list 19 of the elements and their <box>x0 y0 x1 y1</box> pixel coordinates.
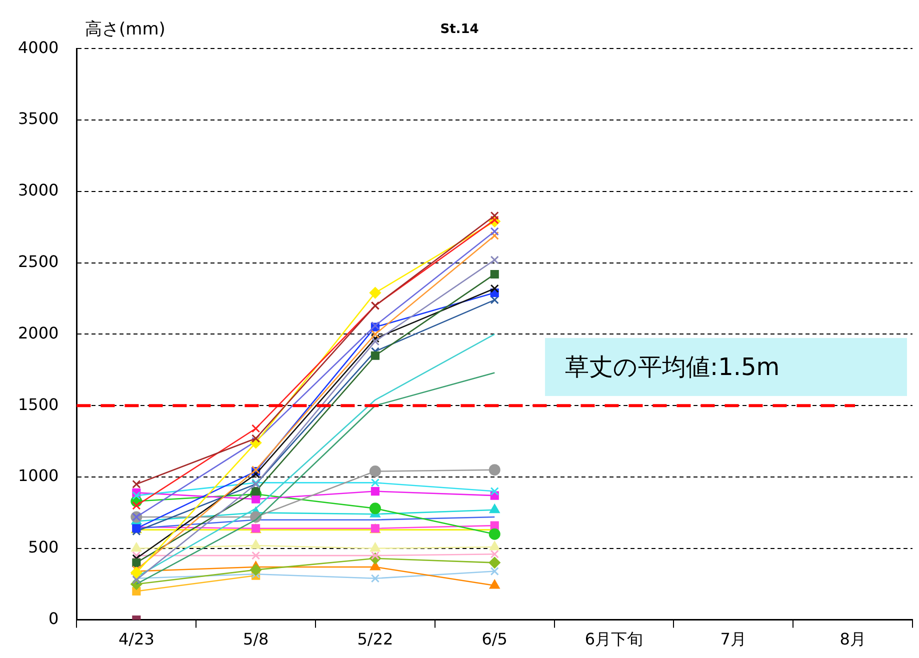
x-tick-label: 4/23 <box>118 630 154 649</box>
y-tick-label: 2500 <box>18 252 59 271</box>
x-tick-label: 6/5 <box>482 630 508 649</box>
x-tick-label: 6月下旬 <box>584 630 644 649</box>
y-tick-label: 2000 <box>18 323 59 342</box>
y-tick-label: 1500 <box>18 394 59 414</box>
y-tick-label: 3000 <box>18 180 59 200</box>
x-tick-label: 5/22 <box>357 630 394 649</box>
y-tick-label: 4000 <box>18 38 59 57</box>
ref-line-label: 草丈の平均値:1.5m <box>565 352 780 382</box>
y-axis-title: 高さ(mm) <box>85 19 166 40</box>
x-tick-label: 5/8 <box>242 630 269 649</box>
y-tick-label: 1000 <box>18 466 59 486</box>
x-tick-label: 7月 <box>720 630 746 649</box>
x-tick-label: 8月 <box>840 630 866 649</box>
chart-title: St.14 <box>440 22 479 38</box>
y-tick-label: 3500 <box>18 109 59 128</box>
y-tick-label: 500 <box>28 538 59 557</box>
y-tick-label: 0 <box>48 608 59 628</box>
